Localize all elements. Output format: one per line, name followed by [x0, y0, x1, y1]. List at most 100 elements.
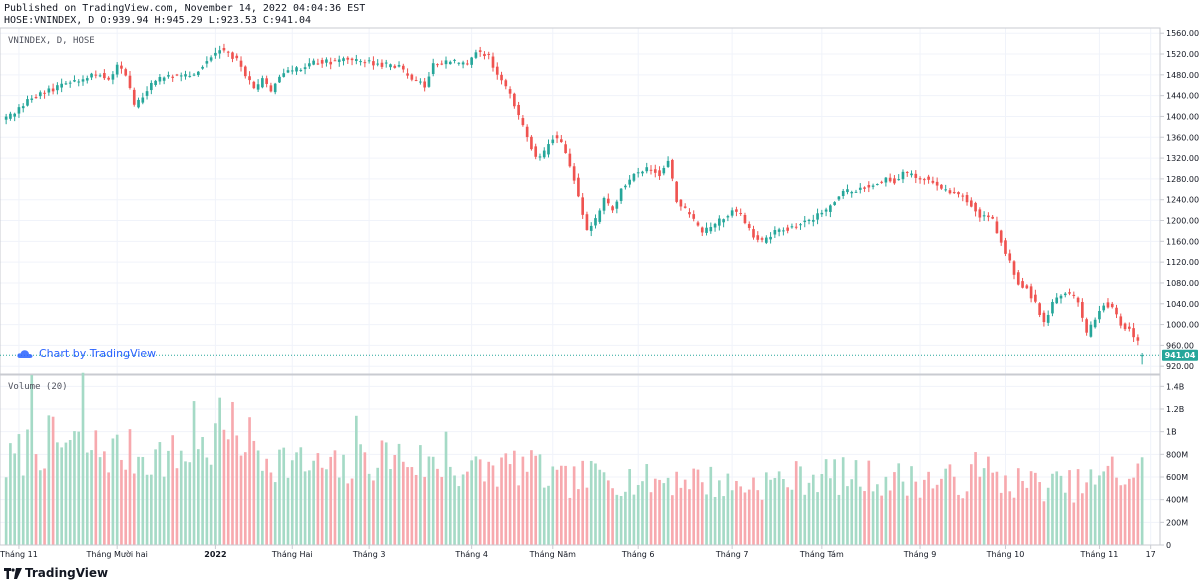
candle-body [752, 229, 755, 238]
candle-body [372, 61, 375, 66]
time-tick-label: Tháng 10 [986, 550, 1025, 559]
volume-bar [218, 397, 221, 545]
volume-bar [235, 435, 239, 545]
volume-bar [628, 469, 631, 545]
candle-body [760, 238, 764, 240]
volume-bar [615, 494, 619, 545]
volume-bar [483, 481, 486, 545]
candle-body [111, 74, 115, 80]
candle-body [923, 179, 926, 181]
volume-bar [167, 450, 170, 545]
candle-body [726, 216, 730, 218]
volume-bar [624, 491, 627, 545]
candle-body [312, 60, 315, 65]
candle-body [316, 63, 320, 65]
volume-bar [171, 435, 175, 545]
time-tick-label: Tháng 7 [715, 550, 749, 559]
candle-body [867, 184, 871, 188]
volume-bar [9, 443, 12, 545]
volume-bar [359, 444, 362, 545]
volume-bar [209, 464, 213, 545]
volume-bar [491, 465, 495, 545]
candle-body [735, 209, 738, 212]
volume-bar [525, 471, 529, 545]
time-tick-label: Tháng 3 [352, 550, 386, 559]
candle-body [718, 218, 721, 226]
candle-body [969, 200, 973, 207]
candle-body [764, 237, 768, 243]
volume-bar [743, 492, 747, 545]
candle-body [303, 67, 307, 70]
candle-body [508, 89, 512, 94]
volume-bar [829, 478, 832, 545]
volume-bar [389, 469, 392, 545]
candle-body [128, 75, 132, 88]
volume-bar [128, 429, 132, 545]
time-tick-label: 17 [1146, 550, 1156, 559]
candle-body [564, 144, 567, 154]
candle-body [914, 173, 918, 178]
candle-body [17, 107, 21, 114]
candle-body [513, 93, 516, 107]
candle-body [568, 153, 572, 167]
volume-bar [205, 457, 209, 545]
time-tick-label: Tháng Tám [799, 550, 844, 559]
volume-bar [709, 466, 713, 545]
candle-body [299, 69, 303, 71]
volume-bar [320, 467, 324, 545]
volume-bar [534, 455, 538, 545]
candle-body [290, 70, 294, 72]
volume-bar [662, 483, 666, 545]
candle-body [803, 220, 807, 223]
candle-body [337, 59, 341, 62]
time-tick-label: Tháng 11 [1080, 550, 1119, 559]
candle-body [807, 219, 811, 221]
volume-bar [248, 417, 251, 545]
volume-bar [440, 476, 444, 545]
candle-body [683, 206, 687, 208]
volume-bar [931, 488, 935, 545]
candle-body [13, 113, 17, 117]
candle-body [773, 230, 777, 235]
candle-body [854, 191, 858, 193]
volume-bar [794, 461, 798, 545]
candle-body [1063, 293, 1067, 296]
candle-body [893, 178, 896, 184]
volume-bar [688, 489, 691, 545]
volume-bar [1076, 469, 1080, 545]
candle-body [1068, 292, 1071, 294]
candle-body [1093, 319, 1097, 328]
volume-bar [269, 472, 273, 545]
volume-bars-layer [4, 372, 1144, 545]
volume-pane-title: Volume (20) [8, 382, 68, 392]
candle-body [991, 216, 994, 219]
tradingview-logo[interactable]: TradingView [4, 566, 108, 580]
candle-body [410, 74, 414, 80]
candle-body [457, 62, 461, 64]
candle-body [841, 190, 845, 196]
candle-body [171, 76, 175, 78]
candle-body [1106, 302, 1110, 308]
volume-bar [863, 491, 866, 545]
volume-bar [700, 482, 704, 545]
candle-body [401, 65, 405, 70]
ohlc-info: HOSE:VNINDEX, D O:939.94 H:945.29 L:923.… [4, 15, 312, 26]
volume-bar [243, 452, 247, 545]
volume-tick-label: 600M [1166, 473, 1188, 482]
volume-bar [1008, 491, 1012, 545]
volume-bar [833, 459, 836, 545]
volume-bar [773, 477, 777, 545]
candle-body [577, 177, 580, 197]
candle-body [525, 126, 529, 138]
volume-bar [1068, 470, 1071, 545]
time-tick-label: Tháng 6 [621, 550, 655, 559]
volume-bar [641, 481, 644, 545]
volume-bar [632, 494, 636, 545]
candle-body [393, 65, 397, 68]
candle-body [1132, 328, 1135, 338]
volume-bar [1136, 463, 1140, 545]
watermark[interactable]: Chart by TradingView [17, 347, 156, 360]
volume-bar [735, 480, 738, 545]
candle-body [98, 75, 102, 77]
candle-body [688, 212, 691, 215]
